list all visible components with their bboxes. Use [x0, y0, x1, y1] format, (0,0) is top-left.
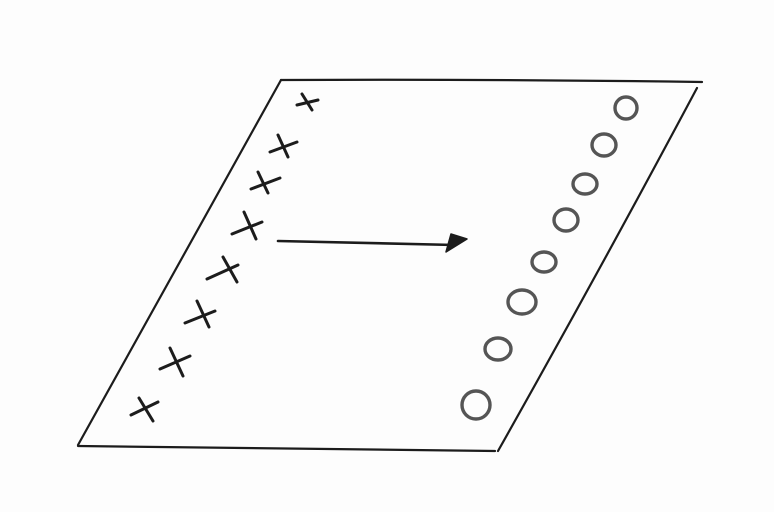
- x-mark: [183, 299, 217, 329]
- o-mark: [530, 250, 558, 274]
- x-mark: [129, 396, 160, 423]
- arrow-head: [445, 233, 468, 253]
- x-mark: [295, 92, 320, 112]
- x-mark-column: [129, 92, 320, 423]
- arrow-shaft: [276, 239, 457, 247]
- x-mark: [268, 133, 299, 159]
- o-mark: [571, 172, 599, 196]
- parallelogram-outline: [76, 78, 704, 453]
- o-mark: [552, 207, 580, 233]
- parallelogram-top-edge: [279, 78, 704, 84]
- o-mark: [483, 336, 513, 362]
- o-mark: [460, 389, 492, 421]
- parallelogram-left-edge: [76, 78, 283, 447]
- o-mark: [613, 95, 639, 121]
- x-mark: [249, 170, 282, 195]
- x-mark: [230, 210, 264, 241]
- o-mark-column: [460, 95, 639, 421]
- parallelogram-bottom-edge: [76, 444, 497, 453]
- parallelogram-right-edge: [496, 86, 699, 453]
- x-mark: [158, 346, 192, 378]
- x-mark: [205, 255, 240, 284]
- o-mark: [506, 288, 538, 316]
- o-mark: [590, 132, 618, 158]
- right-arrow: [276, 233, 468, 253]
